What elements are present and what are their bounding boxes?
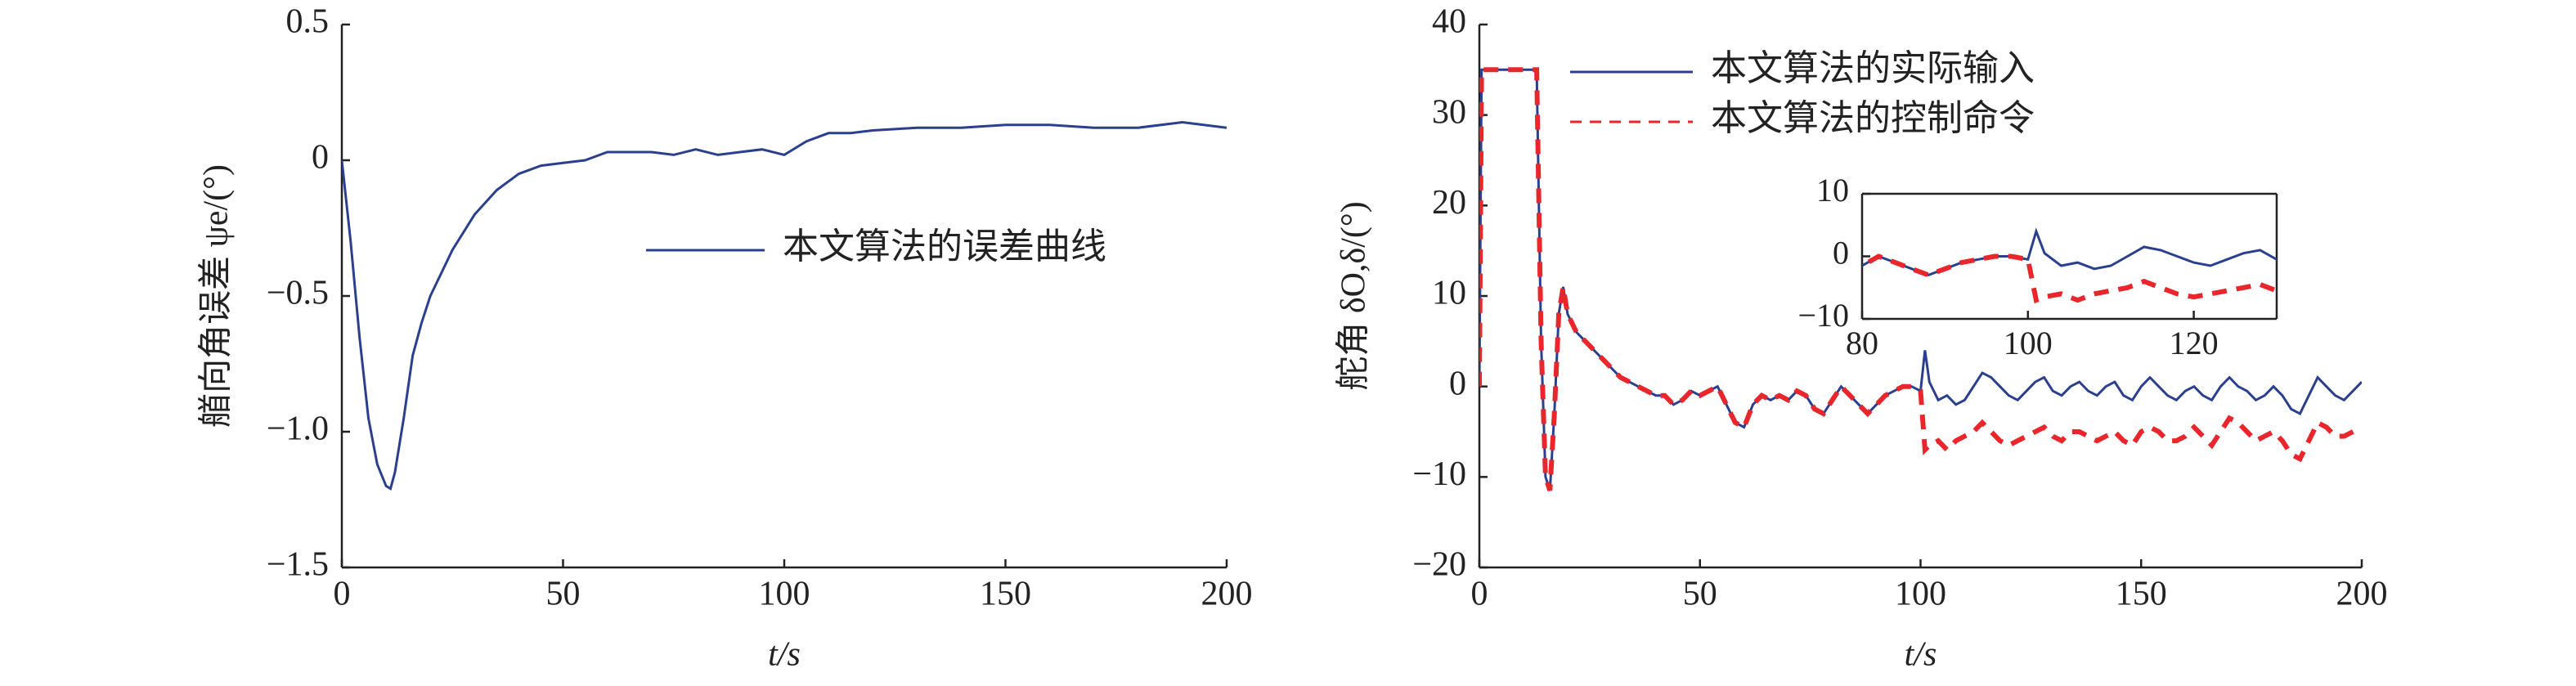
y-tick-label: 0: [1449, 365, 1466, 402]
legend-label: 本文算法的控制命令: [1711, 98, 2035, 138]
x-tick-label: 120: [2170, 325, 2219, 361]
x-tick-label: 200: [2336, 575, 2388, 612]
inset-bg: [1862, 194, 2277, 319]
x-axis-label: t/s: [768, 636, 801, 674]
series-line: [1479, 67, 2362, 491]
y-tick-label: 10: [1816, 172, 1849, 208]
y-axis-label: 舵角 δO,δ/(°): [1335, 201, 1373, 390]
x-tick-label: 0: [1471, 575, 1488, 612]
legend-label: 本文算法的实际输入: [1711, 48, 2035, 88]
y-tick-label: −0.5: [267, 275, 329, 312]
y-tick-label: 0: [312, 139, 329, 177]
x-tick-label: 200: [1201, 575, 1253, 612]
series-line: [342, 120, 1227, 491]
y-tick-label: 10: [1432, 275, 1466, 312]
x-tick-label: 50: [1683, 575, 1717, 612]
y-tick-label: −10: [1797, 297, 1849, 334]
inset-series-line: [1862, 253, 2277, 304]
y-tick-label: 0.5: [286, 3, 330, 41]
y-tick-label: −1.5: [267, 546, 329, 584]
x-tick-label: 150: [980, 575, 1031, 612]
y-tick-label: −10: [1412, 455, 1466, 493]
x-tick-label: 80: [1846, 325, 1878, 361]
x-tick-label: 100: [2004, 325, 2053, 361]
legend-label: 本文算法的误差曲线: [783, 226, 1106, 267]
y-tick-label: 20: [1432, 184, 1466, 222]
y-tick-label: −1.0: [267, 410, 329, 448]
y-tick-label: 0: [1833, 235, 1849, 271]
y-axis-label: 艏向角误差 ψe/(°): [198, 164, 236, 428]
x-tick-label: 100: [1895, 575, 1946, 612]
x-tick-label: 150: [2116, 575, 2167, 612]
y-tick-label: 30: [1432, 93, 1466, 131]
x-tick-label: 100: [759, 575, 810, 612]
x-tick-label: 0: [334, 575, 351, 612]
x-tick-label: 50: [546, 575, 581, 612]
x-axis-label: t/s: [1905, 636, 1937, 674]
y-tick-label: 40: [1432, 3, 1466, 41]
y-tick-label: −20: [1412, 546, 1466, 584]
